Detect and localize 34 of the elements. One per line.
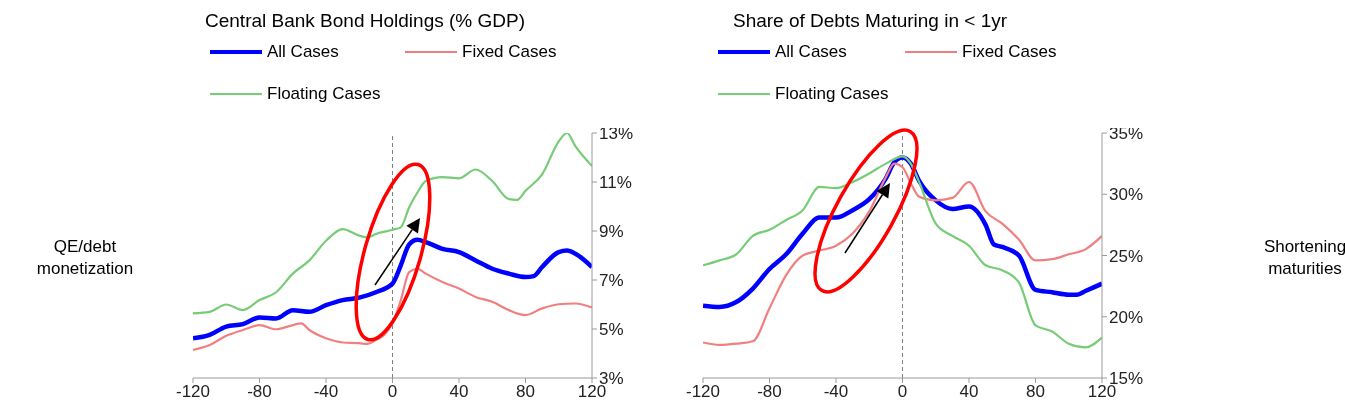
line-series [193, 267, 592, 351]
x-tick-label: -120 [685, 382, 721, 402]
x-tick-label: 0 [387, 382, 398, 402]
x-tick-label: -120 [175, 382, 211, 402]
x-tick-label: 40 [449, 382, 469, 402]
chart-title: Central Bank Bond Holdings (% GDP) [204, 10, 526, 32]
x-tick-label: -80 [757, 382, 782, 402]
legend-label: All Cases [267, 42, 339, 62]
x-tick-label: 80 [516, 382, 535, 402]
x-tick-label: 0 [897, 382, 908, 402]
legend-label: Fixed Cases [962, 42, 1057, 62]
legend-label: Floating Cases [267, 84, 381, 104]
legend-label: Floating Cases [775, 84, 889, 104]
y-tick-label: 9% [599, 222, 624, 242]
y-tick-label: 30% [1109, 185, 1144, 205]
y-tick-label: 20% [1109, 307, 1144, 327]
y-tick-label: 11% [599, 173, 632, 193]
x-tick-label: 40 [959, 382, 979, 402]
text: Shortening maturities [1262, 236, 1345, 280]
y-tick-label: 7% [599, 271, 624, 291]
text: QE/debt monetization [35, 236, 135, 280]
x-tick-label: 80 [1026, 382, 1045, 402]
y-tick-label: 35% [1109, 124, 1144, 144]
x-tick-label: -80 [247, 382, 272, 402]
x-tick-label: -40 [313, 382, 339, 402]
y-tick-label: 25% [1109, 246, 1144, 266]
y-tick-label: 5% [599, 320, 624, 340]
line-series [193, 133, 592, 315]
y-tick-label: 13% [599, 124, 634, 144]
legend-label: Fixed Cases [462, 42, 557, 62]
chart-title: Share of Debts Maturing in < 1yr [731, 10, 1009, 32]
x-tick-label: -40 [823, 382, 849, 402]
line-series [193, 237, 592, 341]
legend-label: All Cases [775, 42, 847, 62]
